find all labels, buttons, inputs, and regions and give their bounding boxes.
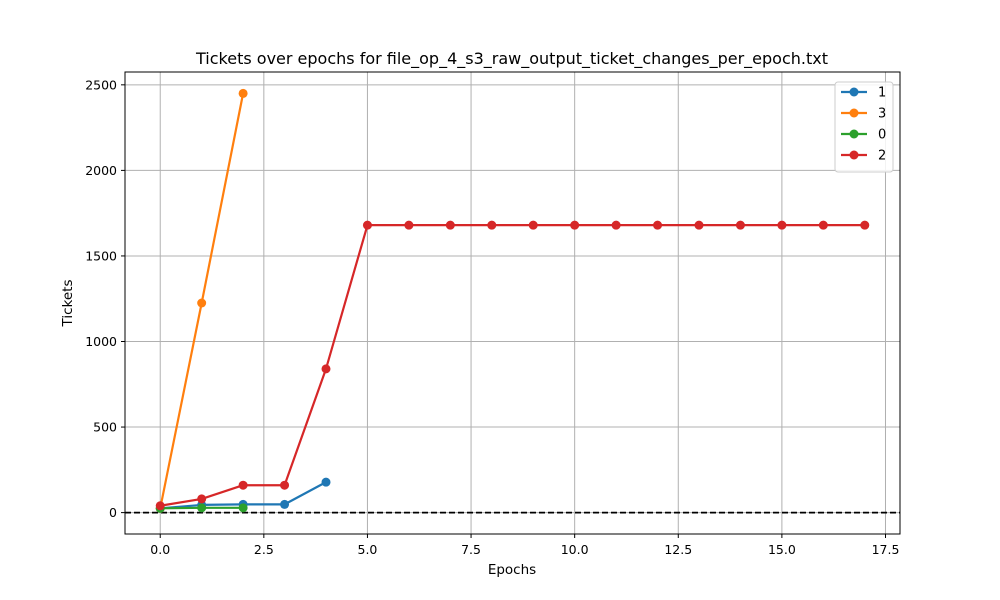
data-point-2 xyxy=(611,220,621,230)
legend-label: 0 xyxy=(878,128,886,143)
data-point-2 xyxy=(280,480,290,490)
data-point-2 xyxy=(197,494,207,504)
legend-label: 3 xyxy=(878,107,886,122)
legend-item-3: 3 xyxy=(841,107,886,122)
chart-title: Tickets over epochs for file_op_4_s3_raw… xyxy=(195,49,828,69)
data-point-2 xyxy=(570,220,580,230)
legend-swatch-marker xyxy=(849,87,859,97)
x-tick-label: 0.0 xyxy=(150,542,170,557)
y-tick-label: 2000 xyxy=(85,163,117,178)
data-point-2 xyxy=(362,220,372,230)
data-point-3 xyxy=(238,88,248,98)
x-tick-label: 5.0 xyxy=(358,542,378,557)
y-tick-label: 1000 xyxy=(85,334,117,349)
y-tick-label: 500 xyxy=(93,420,117,435)
data-point-2 xyxy=(404,220,414,230)
legend: 1 3 0 2 xyxy=(834,81,894,173)
y-axis-label: Tickets xyxy=(60,280,76,328)
data-point-2 xyxy=(777,220,787,230)
legend-swatch-marker xyxy=(849,108,859,118)
x-axis-label: Epochs xyxy=(488,562,536,578)
x-tick-label: 12.5 xyxy=(664,542,692,557)
data-point-1 xyxy=(280,499,290,509)
data-point-2 xyxy=(487,220,497,230)
legend-swatch-marker xyxy=(849,129,859,139)
y-tick-label: 0 xyxy=(109,505,117,520)
plot-area-frame xyxy=(124,71,901,535)
x-tick-label: 2.5 xyxy=(254,542,274,557)
legend-label: 1 xyxy=(878,86,886,101)
data-point-2 xyxy=(860,220,870,230)
legend-item-0: 0 xyxy=(841,128,886,143)
legend-box xyxy=(834,81,894,173)
data-point-2 xyxy=(528,220,538,230)
series-line-2 xyxy=(160,224,865,507)
legend-item-1: 1 xyxy=(841,86,886,101)
data-point-2 xyxy=(445,220,455,230)
x-axis-ticks: 0.0 2.5 5.0 7.5 10.0 12.5 15.0 17.5 xyxy=(150,534,899,557)
x-tick-label: 17.5 xyxy=(872,542,900,557)
y-axis-ticks: 0 500 1000 1500 2000 2500 xyxy=(85,77,125,520)
data-point-2 xyxy=(735,220,745,230)
data-point-2 xyxy=(321,364,331,374)
data-point-2 xyxy=(238,480,248,490)
data-point-3 xyxy=(197,298,207,308)
legend-swatch-marker xyxy=(849,150,859,160)
data-point-2 xyxy=(694,220,704,230)
series-2 xyxy=(155,220,870,511)
data-point-2 xyxy=(653,220,663,230)
data-point-0 xyxy=(238,503,248,513)
data-point-1 xyxy=(321,477,331,487)
data-point-2 xyxy=(818,220,828,230)
x-tick-label: 15.0 xyxy=(768,542,796,557)
y-tick-label: 2500 xyxy=(85,77,117,92)
data-point-2 xyxy=(155,501,165,511)
x-tick-label: 10.0 xyxy=(561,542,589,557)
series-lines xyxy=(155,88,870,513)
legend-label: 2 xyxy=(878,149,886,164)
legend-item-2: 2 xyxy=(841,149,886,164)
x-tick-label: 7.5 xyxy=(461,542,481,557)
data-point-0 xyxy=(197,503,207,513)
y-tick-label: 1500 xyxy=(85,248,117,263)
